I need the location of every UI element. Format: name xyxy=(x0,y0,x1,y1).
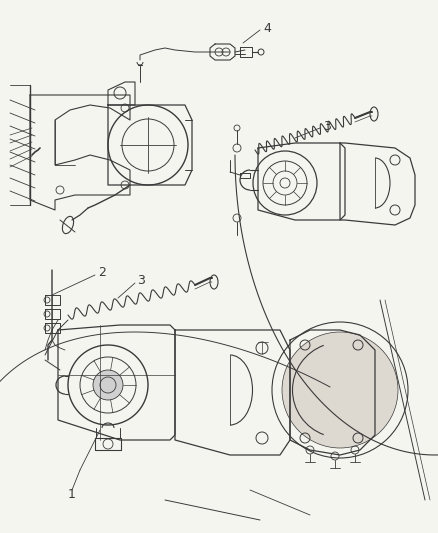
Text: 3: 3 xyxy=(322,119,330,133)
Text: 1: 1 xyxy=(68,488,76,500)
Circle shape xyxy=(93,370,123,400)
Circle shape xyxy=(281,332,397,448)
Text: 2: 2 xyxy=(98,266,106,279)
Text: 4: 4 xyxy=(262,21,270,35)
Text: 3: 3 xyxy=(137,274,145,287)
